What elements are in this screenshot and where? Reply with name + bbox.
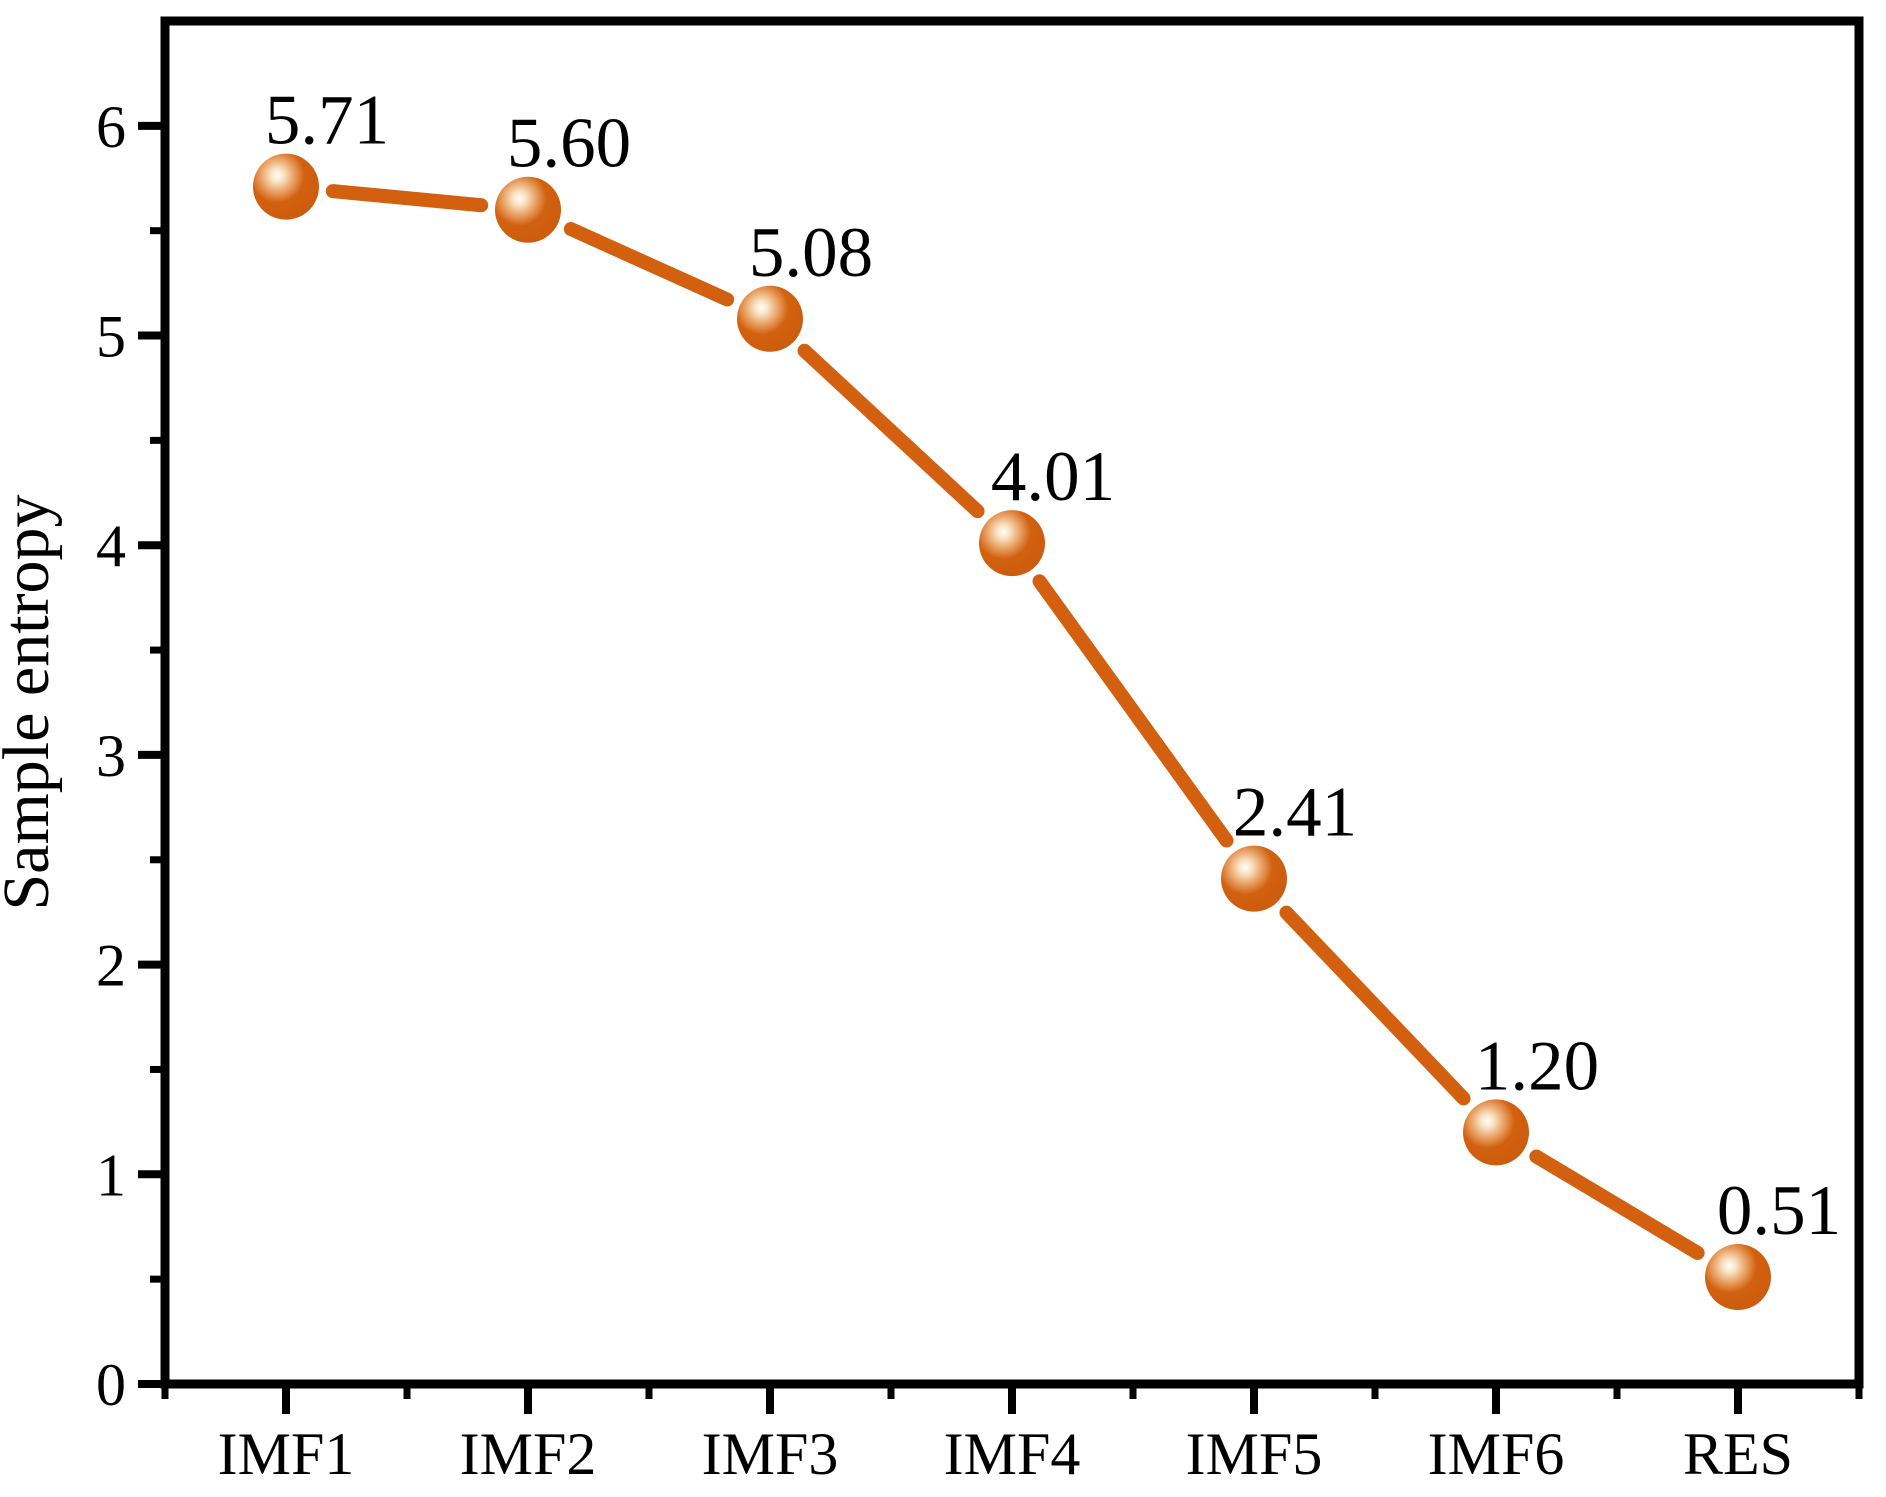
x-category-label: IMF4 — [944, 1421, 1081, 1487]
y-tick-label: 4 — [96, 513, 126, 579]
x-category-label: RES — [1683, 1421, 1793, 1487]
x-category-label: IMF2 — [460, 1421, 597, 1487]
series-line-segment — [1279, 905, 1471, 1106]
y-tick-label: 2 — [96, 933, 126, 999]
data-point-marker-IMF3 — [737, 285, 803, 352]
point-value-label: 2.41 — [1233, 774, 1357, 852]
series-line-segment — [1032, 574, 1234, 848]
series-line-segment — [797, 343, 985, 519]
data-point-marker-IMF2 — [495, 176, 561, 243]
y-tick-label: 0 — [96, 1352, 126, 1418]
data-point-marker-RES — [1705, 1244, 1771, 1311]
series-line-segment — [325, 184, 489, 213]
y-axis-title: Sample entropy — [0, 494, 63, 910]
y-tick-label: 3 — [96, 723, 126, 789]
point-value-label: 4.01 — [991, 438, 1115, 516]
x-category-label: IMF6 — [1428, 1421, 1565, 1487]
y-tick-label: 5 — [96, 304, 126, 370]
x-category-label: IMF1 — [218, 1421, 355, 1487]
data-point-marker-IMF1 — [253, 153, 319, 220]
y-tick-label: 6 — [96, 94, 126, 160]
x-category-label: IMF5 — [1186, 1421, 1323, 1487]
point-value-label: 5.08 — [749, 214, 873, 292]
point-value-label: 5.71 — [265, 82, 389, 160]
series-line-segment — [1529, 1149, 1705, 1260]
series-line-segment — [563, 222, 735, 307]
data-point-marker-IMF4 — [979, 510, 1045, 577]
x-category-label: IMF3 — [702, 1421, 839, 1487]
point-value-label: 5.60 — [507, 105, 631, 183]
data-point-marker-IMF6 — [1463, 1099, 1529, 1166]
plot-frame — [160, 16, 1864, 1389]
data-point-marker-IMF5 — [1221, 845, 1287, 912]
point-value-label: 1.20 — [1475, 1027, 1599, 1105]
point-value-label: 0.51 — [1717, 1172, 1841, 1250]
y-tick-label: 1 — [96, 1142, 126, 1208]
